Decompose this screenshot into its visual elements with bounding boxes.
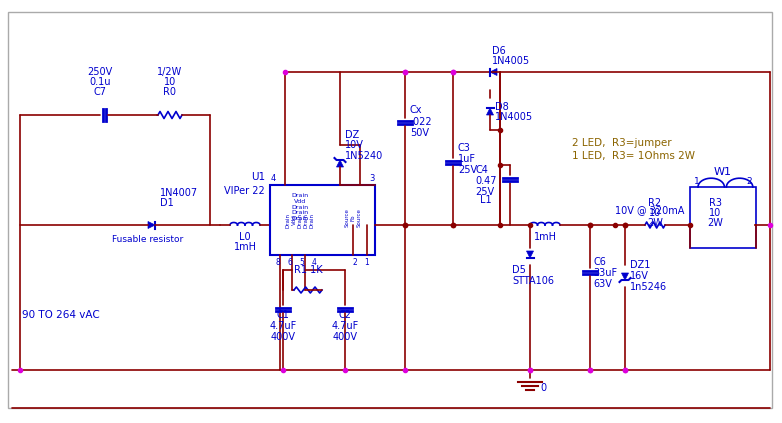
Text: 400V: 400V — [332, 332, 357, 342]
Text: 400V: 400V — [271, 332, 296, 342]
Text: D5: D5 — [512, 265, 526, 275]
Bar — [690, 187, 756, 248]
Text: 2: 2 — [353, 258, 357, 267]
Text: 50V: 50V — [410, 128, 429, 138]
Text: 0: 0 — [540, 383, 546, 393]
Text: 33uF: 33uF — [593, 268, 617, 278]
Text: 90 TO 264 vAC: 90 TO 264 vAC — [22, 310, 100, 320]
Text: R3: R3 — [708, 198, 722, 208]
Text: 25V: 25V — [458, 165, 477, 175]
Text: 4: 4 — [271, 174, 275, 183]
Text: C2: C2 — [339, 310, 351, 320]
Polygon shape — [526, 251, 533, 258]
Text: 6: 6 — [288, 258, 292, 267]
Text: 1/2W: 1/2W — [157, 67, 183, 77]
Text: C1: C1 — [277, 310, 289, 320]
Text: 1N5240: 1N5240 — [345, 151, 383, 161]
Text: 1mH: 1mH — [533, 232, 557, 242]
Text: W1: W1 — [714, 167, 732, 177]
Text: 63V: 63V — [593, 279, 612, 289]
Text: DZ1: DZ1 — [630, 260, 651, 270]
Text: D1: D1 — [160, 198, 174, 208]
Text: R2: R2 — [648, 198, 662, 208]
Text: C6: C6 — [593, 257, 606, 267]
Polygon shape — [490, 69, 497, 75]
Text: VIPer 22: VIPer 22 — [224, 186, 265, 196]
Text: U1: U1 — [251, 172, 265, 182]
Text: C7: C7 — [94, 87, 106, 97]
Text: C3: C3 — [458, 143, 471, 153]
Text: 10V @ 320mA: 10V @ 320mA — [615, 205, 684, 215]
Text: 3: 3 — [369, 174, 375, 183]
Bar — [270, 185, 375, 255]
Text: 0.1u: 0.1u — [89, 77, 111, 87]
Text: Cx: Cx — [410, 105, 422, 115]
Polygon shape — [486, 108, 493, 115]
Text: 4: 4 — [311, 258, 317, 267]
Text: D6: D6 — [492, 46, 506, 56]
Text: 2 LED,  R3=jumper: 2 LED, R3=jumper — [572, 138, 672, 148]
Text: 4.7uF: 4.7uF — [332, 321, 359, 331]
Text: 1N4005: 1N4005 — [495, 112, 533, 122]
Text: 1 LED,  R3= 1Ohms 2W: 1 LED, R3= 1Ohms 2W — [572, 151, 695, 161]
Text: DZ: DZ — [345, 130, 359, 140]
Text: 1mH: 1mH — [234, 242, 256, 252]
Text: 0.47: 0.47 — [475, 176, 497, 186]
Polygon shape — [148, 222, 155, 228]
Text: 5: 5 — [300, 258, 304, 267]
Text: 8: 8 — [275, 258, 281, 267]
Text: C4: C4 — [475, 165, 488, 175]
Text: 2: 2 — [746, 177, 752, 186]
Text: 1uF: 1uF — [458, 154, 476, 164]
Text: 1: 1 — [364, 258, 369, 267]
Text: Fusable resistor: Fusable resistor — [113, 235, 184, 244]
Text: R0: R0 — [163, 87, 177, 97]
Text: 16V: 16V — [630, 271, 649, 281]
Text: .022: .022 — [410, 117, 432, 127]
Text: 10: 10 — [708, 208, 721, 218]
Text: 2W: 2W — [647, 218, 663, 228]
Text: 250V: 250V — [88, 67, 113, 77]
Polygon shape — [622, 273, 629, 280]
Text: 1N4005: 1N4005 — [492, 56, 530, 66]
Polygon shape — [336, 160, 343, 167]
Text: STTA106: STTA106 — [512, 276, 554, 286]
Text: Drain
Vdd
Drain
Drain
Drain: Drain Vdd Drain Drain Drain — [286, 212, 314, 228]
Text: 4.7uF: 4.7uF — [269, 321, 296, 331]
Text: L1: L1 — [480, 195, 492, 205]
Text: Drain
Vdd
Drain
Drain
Drain: Drain Vdd Drain Drain Drain — [292, 193, 309, 221]
Text: Source
Fb
Source: Source Fb Source — [345, 209, 361, 228]
Text: 25V: 25V — [475, 187, 494, 197]
Text: 1N4007: 1N4007 — [160, 188, 198, 198]
Text: 10V: 10V — [345, 140, 364, 150]
Text: 10: 10 — [164, 77, 176, 87]
Text: 1: 1 — [694, 177, 700, 186]
Text: 1n5246: 1n5246 — [630, 282, 667, 292]
Text: R1 1K: R1 1K — [294, 265, 322, 275]
Text: L0: L0 — [239, 232, 251, 242]
Text: 2W: 2W — [707, 218, 723, 228]
Text: D8: D8 — [495, 102, 509, 112]
Text: 10: 10 — [649, 208, 661, 218]
